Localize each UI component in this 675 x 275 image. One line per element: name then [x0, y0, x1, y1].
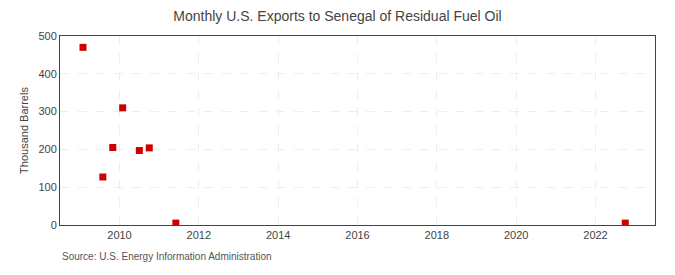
svg-text:2010: 2010	[107, 229, 131, 241]
svg-text:2018: 2018	[425, 229, 449, 241]
svg-text:2020: 2020	[504, 229, 528, 241]
svg-text:0: 0	[51, 219, 57, 231]
svg-text:100: 100	[38, 181, 56, 193]
svg-text:2014: 2014	[266, 229, 290, 241]
svg-text:300: 300	[38, 105, 56, 117]
svg-text:200: 200	[38, 143, 56, 155]
svg-text:Source: U.S. Energy Informatio: Source: U.S. Energy Information Administ…	[62, 251, 272, 262]
svg-text:2022: 2022	[583, 229, 607, 241]
svg-text:500: 500	[38, 30, 56, 42]
svg-text:2016: 2016	[345, 229, 369, 241]
svg-text:2012: 2012	[187, 229, 211, 241]
svg-text:400: 400	[38, 68, 56, 80]
svg-text:Monthly U.S. Exports to Senega: Monthly U.S. Exports to Senegal of Resid…	[173, 8, 501, 24]
svg-text:Thousand Barrels: Thousand Barrels	[18, 87, 30, 174]
